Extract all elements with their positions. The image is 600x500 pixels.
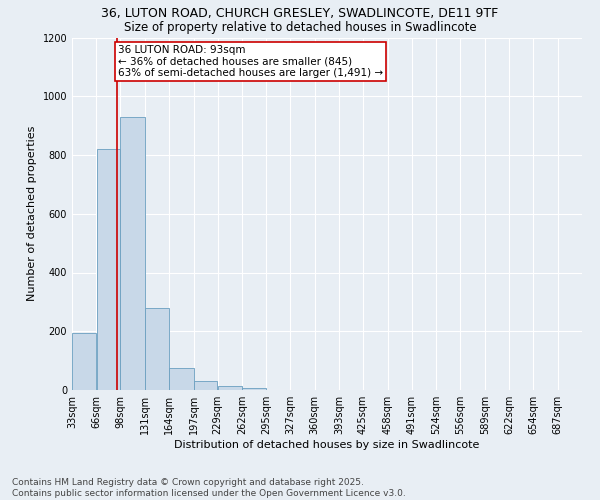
Bar [169,368,194,390]
Text: 36 LUTON ROAD: 93sqm
← 36% of detached houses are smaller (845)
63% of semi-deta: 36 LUTON ROAD: 93sqm ← 36% of detached h… [118,45,383,78]
Bar [194,381,217,390]
Bar [97,149,120,390]
Text: 36, LUTON ROAD, CHURCH GRESLEY, SWADLINCOTE, DE11 9TF: 36, LUTON ROAD, CHURCH GRESLEY, SWADLINC… [101,8,499,20]
Text: Size of property relative to detached houses in Swadlincote: Size of property relative to detached ho… [124,21,476,34]
Bar [121,117,145,390]
Bar [242,388,266,390]
Bar [218,386,242,390]
Text: Contains HM Land Registry data © Crown copyright and database right 2025.
Contai: Contains HM Land Registry data © Crown c… [12,478,406,498]
Bar [145,308,169,390]
X-axis label: Distribution of detached houses by size in Swadlincote: Distribution of detached houses by size … [175,440,479,450]
Bar [72,332,97,390]
Y-axis label: Number of detached properties: Number of detached properties [27,126,37,302]
